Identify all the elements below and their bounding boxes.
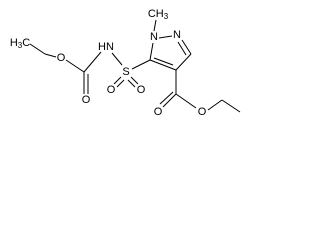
- subscript: 3: [18, 41, 23, 50]
- atom-label: H3C: [10, 37, 30, 50]
- atom-label: HN: [98, 41, 114, 53]
- atom-label: O: [82, 94, 91, 106]
- atom-label: O: [198, 106, 207, 118]
- atom-label: O: [57, 52, 66, 64]
- text: C: [22, 37, 30, 49]
- structure: H3C O O HN S O O N N CH3 O O: [10, 8, 241, 118]
- bonds: [29, 19, 241, 113]
- atom-label: CH3: [148, 8, 169, 21]
- atom-label: N: [150, 31, 158, 43]
- subscript: 3: [164, 12, 169, 21]
- atom-label: S: [122, 66, 129, 78]
- atom-label: O: [107, 84, 116, 96]
- atom-label: O: [137, 84, 146, 96]
- atom-label: O: [154, 106, 163, 118]
- atom-label: N: [173, 29, 181, 41]
